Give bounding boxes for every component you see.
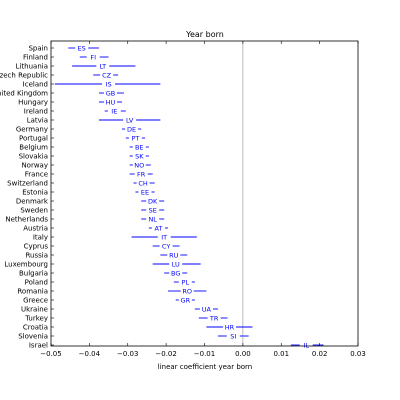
country-label: Iceland	[23, 81, 48, 89]
estimate-code-label: SK	[135, 152, 144, 160]
country-label: Portugal	[19, 135, 48, 143]
country-label: Sweden	[20, 207, 48, 215]
estimate-code-label: PT	[131, 134, 139, 142]
estimate-code-label: PL	[182, 278, 190, 286]
estimate-code-label: BG	[171, 269, 180, 277]
estimate-code-label: CY	[162, 242, 170, 250]
country-label: Cyprus	[24, 243, 49, 251]
country-label: Norway	[21, 162, 48, 170]
country-label: Denmark	[16, 198, 49, 206]
estimate-code-label: TR	[209, 314, 219, 322]
country-label: Austria	[23, 225, 48, 233]
estimate-code-label: LV	[126, 116, 134, 124]
plot-frame	[50, 40, 359, 347]
estimate-code-label: IE	[111, 107, 117, 115]
country-label: Lithuania	[16, 63, 48, 71]
chart-title: Year born	[185, 30, 224, 39]
estimate-code-label: GR	[181, 296, 191, 304]
x-tick-label: −0.02	[155, 350, 176, 358]
country-label: Latvia	[27, 117, 48, 125]
country-label: nited Kingdom	[0, 90, 48, 98]
country-label: Turkey	[24, 315, 48, 323]
estimate-code-label: LU	[172, 260, 180, 268]
estimate-code-label: BE	[135, 143, 144, 151]
estimate-code-label: UA	[202, 305, 212, 313]
estimate-code-label: IS	[106, 80, 112, 88]
x-tick-label: −0.01	[194, 350, 215, 358]
x-tick-label: 0.03	[350, 350, 366, 358]
estimate-code-label: EE	[141, 188, 149, 196]
estimate-code-label: IL	[303, 341, 309, 349]
estimate-code-label: DK	[148, 197, 158, 205]
estimate-code-label: CH	[138, 179, 148, 187]
country-label: Netherlands	[5, 216, 48, 224]
estimate-code-label: AT	[154, 224, 162, 232]
country-label: Estonia	[22, 189, 48, 197]
country-label: zech Republic	[0, 72, 48, 80]
estimate-code-label: HU	[106, 98, 116, 106]
estimate-code-label: FR	[137, 170, 146, 178]
estimate-code-label: FI	[90, 53, 96, 61]
x-axis-label: linear coefficient year born	[158, 363, 253, 371]
country-label: Romania	[17, 288, 48, 296]
estimate-code-label: CZ	[102, 71, 112, 79]
country-label: Bulgaria	[19, 270, 48, 278]
estimate-code-label: IT	[161, 233, 167, 241]
chart-marks: Spain ES Finland FI Lithuania LT zech Republic…	[0, 41, 366, 358]
estimate-code-label: ES	[78, 44, 86, 52]
country-label: Poland	[25, 279, 48, 287]
country-label: Ukraine	[21, 306, 48, 314]
country-label: France	[25, 171, 48, 179]
country-label: Spain	[28, 45, 48, 53]
x-tick-label: 0.00	[235, 350, 251, 358]
country-label: Belgium	[19, 144, 48, 152]
estimate-code-label: SI	[230, 332, 236, 340]
country-label: Croatia	[23, 324, 48, 332]
country-label: Slovakia	[19, 153, 48, 161]
estimate-code-label: RO	[182, 287, 192, 295]
x-tick-label: 0.01	[273, 350, 289, 358]
estimate-code-label: GB	[106, 89, 116, 97]
country-label: Finland	[23, 54, 48, 62]
estimate-code-label: RU	[169, 251, 179, 259]
x-tick-label: 0.02	[312, 350, 328, 358]
estimate-code-label: SE	[149, 206, 157, 214]
x-tick-label: −0.05	[40, 350, 61, 358]
country-label: Hungary	[18, 99, 48, 107]
country-label: Greece	[23, 297, 48, 305]
x-tick-label: −0.04	[79, 350, 101, 358]
estimate-code-label: DE	[127, 125, 136, 133]
country-label: Slovenia	[18, 333, 48, 341]
country-label: Ireland	[24, 108, 48, 116]
estimate-code-label: HR	[225, 323, 235, 331]
country-label: Germany	[16, 126, 48, 134]
estimate-code-label: NL	[148, 215, 157, 223]
country-label: Italy	[33, 234, 48, 242]
estimate-code-label: LT	[99, 62, 106, 70]
country-label: Israel	[29, 342, 48, 350]
estimate-code-label: NO	[134, 161, 144, 169]
x-tick-label: −0.03	[117, 350, 138, 358]
country-label: Russia	[25, 252, 48, 260]
country-label: Luxembourg	[4, 261, 48, 269]
country-label: Switzerland	[7, 180, 48, 188]
